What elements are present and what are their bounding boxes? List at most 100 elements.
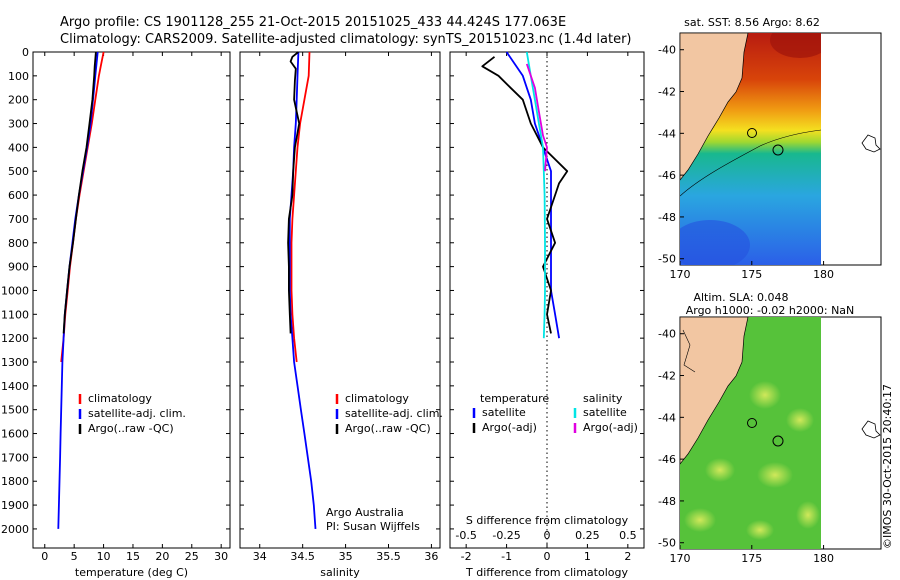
sla-blob: [786, 408, 814, 432]
salinity-x-tick-label: 36: [424, 550, 438, 563]
contour-line: [682, 329, 696, 373]
salinity-diff-tick-label: -0.25: [492, 529, 520, 542]
salinity-axes-frame: [239, 51, 441, 549]
salinity-panel: 34 34.5 35 35.5 36 salinity climatology satelli…: [239, 51, 443, 579]
diff-legend-label: satellite: [583, 406, 627, 419]
temperature-legend-label: climatology: [88, 392, 152, 405]
sla-map-title-2: Argo h1000: -0.02 h2000: NaN: [686, 304, 855, 317]
salinity-legend-label: Argo(..raw -QC): [345, 422, 431, 435]
sla-blob: [746, 520, 774, 540]
salinity-series-climatology: [290, 51, 311, 363]
sla-blob: [705, 458, 735, 482]
depth-tick-label: 1500: [1, 404, 29, 417]
difference-x-tick-label: 2: [624, 550, 631, 563]
difference-series-temperature-satellite: [505, 51, 560, 339]
salinity-x-tick-label: 35.5: [376, 550, 401, 563]
sla-map-lat-tick-label: -44: [658, 411, 676, 424]
pi-annotation: PI: Susan Wijffels: [326, 520, 420, 533]
depth-tick-label: 1100: [1, 308, 29, 321]
legend-title-salinity: salinity: [583, 392, 623, 405]
temperature-x-tick-label: 15: [126, 550, 140, 563]
sla-blob: [757, 462, 793, 488]
depth-tick-label: 900: [8, 261, 29, 274]
temperature-panel: 0100200300400500600700800900100011001200…: [1, 46, 231, 579]
temperature-x-tick-label: 10: [97, 550, 111, 563]
sla-map-lat-tick-label: -40: [658, 328, 676, 341]
depth-tick-label: 700: [8, 213, 29, 226]
difference-x-axis-label: T difference from climatology: [465, 566, 628, 579]
diff-legend-label: Argo(-adj): [583, 421, 638, 434]
difference-series-temperature-argo-adj-: [481, 56, 569, 334]
land-mass: [680, 33, 749, 181]
salinity-diff-tick-label: 0.5: [619, 529, 637, 542]
sla-map-lon-tick-label: 180: [813, 552, 834, 565]
depth-tick-label: 2000: [1, 523, 29, 536]
temperature-x-tick-label: 20: [155, 550, 169, 563]
island-outline: [861, 134, 881, 153]
sla-map-lat-tick-label: -48: [658, 495, 676, 508]
temperature-x-tick-label: 0: [41, 550, 48, 563]
depth-tick-label: 1200: [1, 332, 29, 345]
float-position-marker: [747, 418, 757, 428]
temperature-series-argo-raw-qc-: [62, 51, 97, 334]
depth-tick-label: 400: [8, 141, 29, 154]
depth-tick-label: 1000: [1, 284, 29, 297]
salinity-diff-tick-label: -0.5: [455, 529, 476, 542]
depth-tick-label: 1600: [1, 428, 29, 441]
depth-tick-label: 800: [8, 237, 29, 250]
sst-map-lat-tick-label: -46: [658, 169, 676, 182]
temperature-x-axis-label: temperature (deg C): [75, 566, 188, 579]
sst-map-lat-tick-label: -40: [658, 44, 676, 57]
sst-map-lat-tick-label: -48: [658, 211, 676, 224]
sla-blob: [796, 501, 820, 529]
depth-tick-label: 100: [8, 70, 29, 83]
depth-tick-label: 300: [8, 118, 29, 131]
float-position-marker: [747, 128, 757, 138]
depth-tick-label: 1900: [1, 499, 29, 512]
diff-legend-label: satellite: [482, 406, 526, 419]
salinity-diff-axis-label: S difference from climatology: [466, 514, 629, 527]
temperature-x-tick-label: 30: [214, 550, 228, 563]
depth-tick-label: 200: [8, 94, 29, 107]
sla-map-title-1: Altim. SLA: 0.048: [693, 291, 788, 304]
depth-tick-label: 1700: [1, 451, 29, 464]
salinity-x-tick-label: 35: [339, 550, 353, 563]
depth-tick-label: 500: [8, 165, 29, 178]
salinity-x-tick-label: 34: [253, 550, 267, 563]
difference-x-tick-label: -1: [501, 550, 512, 563]
sla-map: Altim. SLA: 0.048 Argo h1000: -0.02 h200…: [658, 291, 882, 565]
title-line-2: Climatology: CARS2009. Satellite-adjuste…: [60, 32, 632, 47]
salinity-x-axis-label: salinity: [320, 566, 360, 579]
salinity-x-tick-label: 34.5: [290, 550, 315, 563]
title-line-1: Argo profile: CS 1901128_255 21-Oct-2015…: [60, 15, 566, 30]
temperature-x-tick-label: 5: [71, 550, 78, 563]
watermark: ©IMOS 30-Oct-2015 20:40:17: [881, 384, 894, 549]
sst-map-lat-tick-label: -42: [658, 86, 676, 99]
sla-map-lat-tick-label: -50: [658, 537, 676, 550]
sst-cold-patch: [680, 220, 750, 265]
salinity-diff-tick-label: 0.25: [575, 529, 600, 542]
temperature-legend-label: satellite-adj. clim.: [88, 407, 186, 420]
island-outline: [861, 420, 881, 439]
legend-title-temperature: temperature: [480, 392, 549, 405]
sst-map-lon-tick-label: 180: [813, 268, 834, 281]
depth-tick-label: 1800: [1, 475, 29, 488]
salinity-legend-label: satellite-adj. clim.: [345, 407, 443, 420]
argo-position-marker: [772, 435, 784, 447]
sla-map-lon-tick-label: 170: [670, 552, 691, 565]
temperature-x-tick-label: 25: [185, 550, 199, 563]
depth-tick-label: 0: [22, 46, 29, 59]
sst-map-lon-tick-label: 175: [741, 268, 762, 281]
difference-series-salinity-satellite: [525, 51, 546, 339]
sla-blob: [684, 508, 716, 532]
salinity-series-argo-raw-qc-: [287, 51, 301, 334]
difference-panel: -2 -1 0 1 2 T difference from climatology -0.5…: [449, 51, 645, 579]
difference-series-salinity-argo-adj-: [525, 63, 548, 172]
salinity-legend-label: climatology: [345, 392, 409, 405]
sla-map-lon-tick-label: 175: [741, 552, 762, 565]
salinity-diff-tick-label: 0: [544, 529, 551, 542]
difference-x-tick-label: -2: [461, 550, 472, 563]
sst-map: sat. SST: 8.56 Argo: 8.62 170 175 180 -40 -4…: [658, 16, 882, 281]
pi-annotation: Argo Australia: [326, 506, 404, 519]
